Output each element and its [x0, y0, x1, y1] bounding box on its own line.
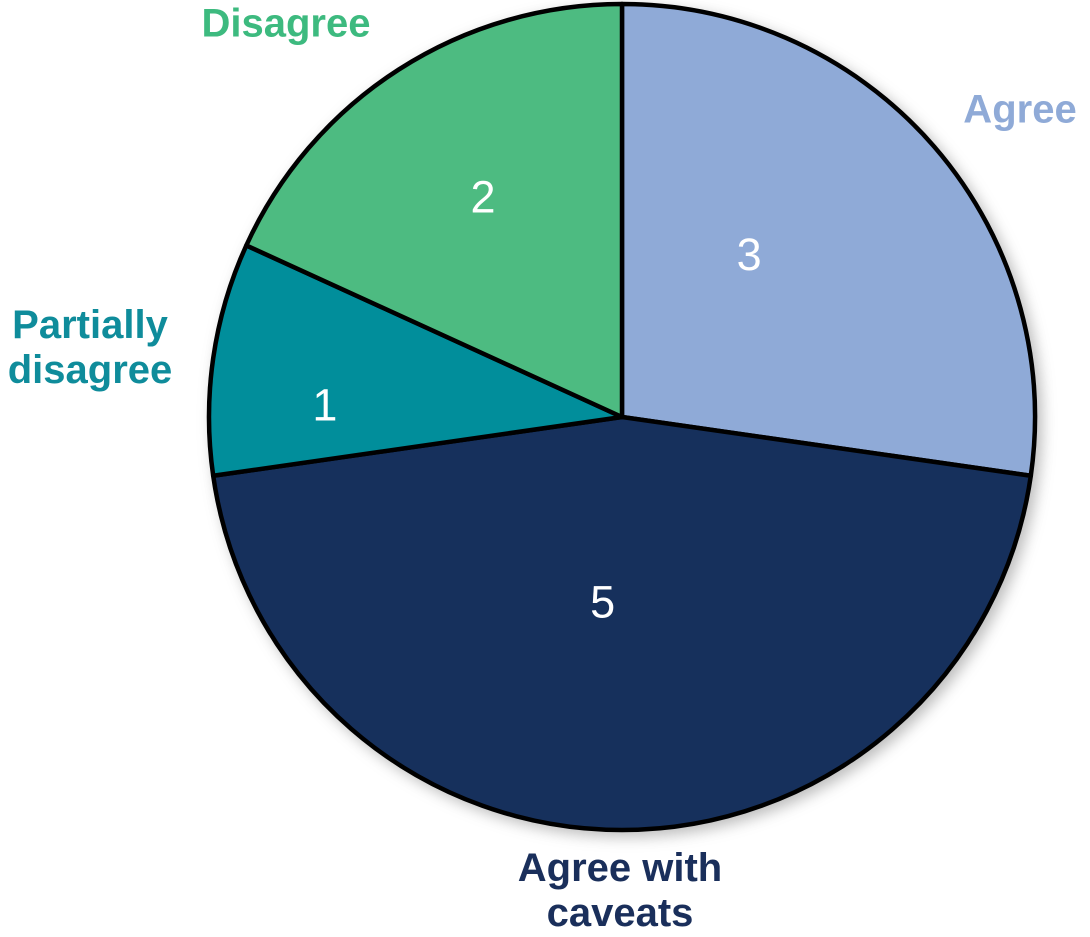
slice-label-disagree: Disagree: [201, 1, 371, 46]
slice-value-disagree: 2: [470, 172, 495, 223]
slice-label-agree-with-caveats: Agree with caveats: [517, 846, 723, 935]
pie-slice-agree-with-caveats: [210, 414, 1034, 833]
pie-slice-partially-disagree: [206, 243, 625, 479]
slice-value-partially-disagree: 1: [312, 380, 337, 431]
slice-value-agree-with-caveats: 5: [590, 576, 615, 627]
slice-value-agree: 3: [737, 229, 762, 280]
pie-slice-disagree: [244, 1, 625, 420]
slice-label-agree: Agree: [963, 87, 1077, 132]
slice-label-partially-disagree: Partially disagree: [7, 303, 173, 392]
pie-slice-agree: [619, 1, 1038, 479]
